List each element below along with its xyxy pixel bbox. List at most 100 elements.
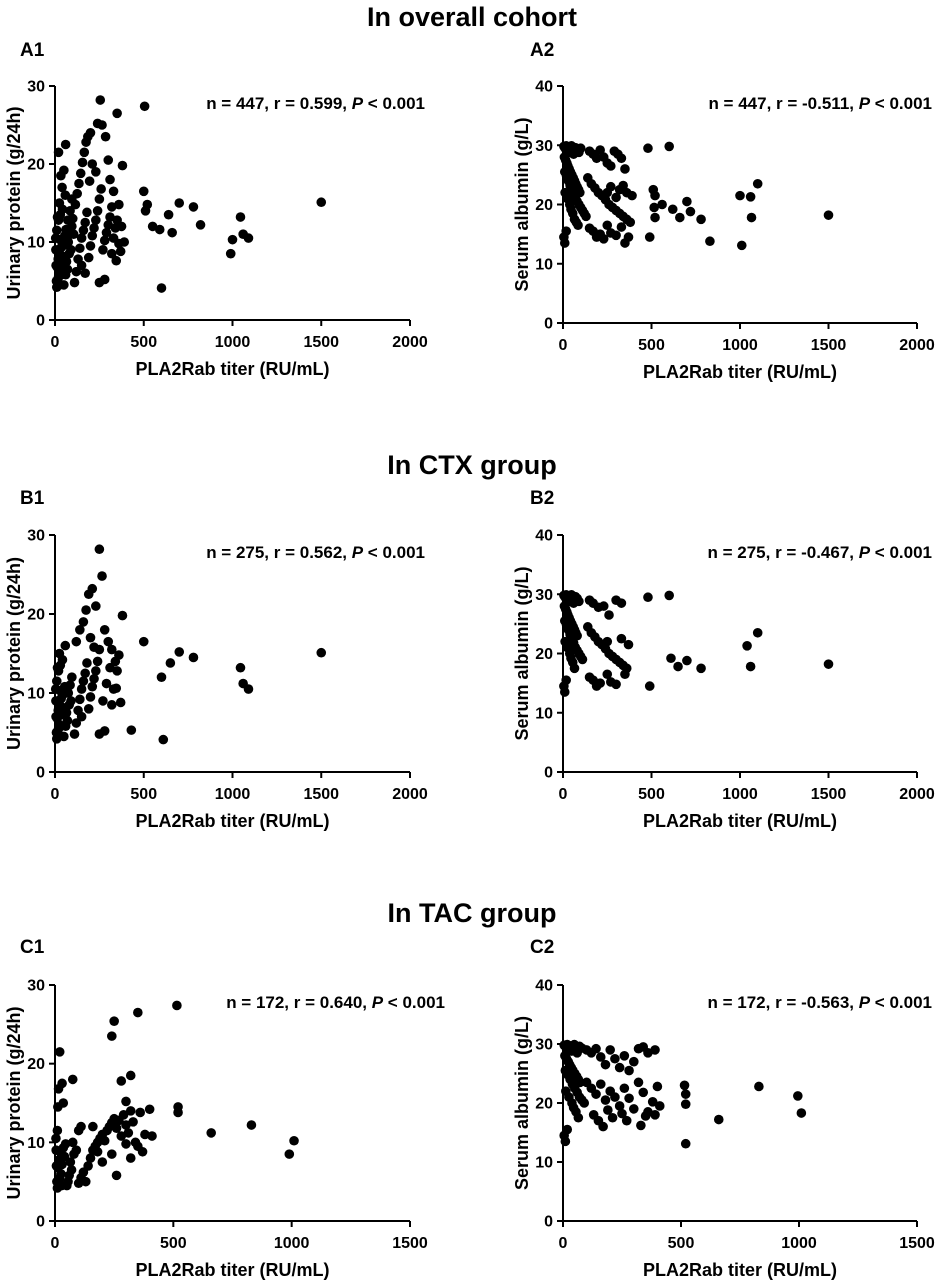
data-point-a1: [112, 108, 122, 119]
data-point-c2: [603, 1105, 613, 1115]
x-tick-label-b1: 2000: [392, 786, 428, 803]
data-point-b1: [235, 662, 246, 673]
data-point-a1: [107, 248, 117, 259]
data-point-a1: [75, 168, 86, 179]
data-point-c2: [605, 1045, 615, 1055]
data-point-c2: [793, 1091, 803, 1101]
x-tick-label-c2: 1000: [781, 1235, 817, 1252]
x-tick-label-a2: 1500: [811, 337, 847, 354]
data-point-b1: [117, 610, 128, 621]
y-tick-label-a1: 10: [27, 235, 45, 252]
data-point-a1: [174, 198, 185, 208]
y-tick-label-c2: 40: [535, 978, 553, 995]
data-point-c1: [97, 1157, 108, 1167]
data-point-c1: [62, 1180, 72, 1191]
data-point-a2: [559, 238, 570, 248]
data-point-c1: [54, 1047, 65, 1057]
data-point-c1: [284, 1149, 295, 1159]
data-point-a1: [66, 245, 76, 255]
y-tick-label-b2: 10: [535, 705, 553, 722]
x-tick-label-b2: 2000: [899, 786, 935, 803]
data-point-a1: [243, 233, 254, 243]
data-point-b2: [602, 636, 613, 647]
y-tick-label-c1: 20: [27, 1056, 45, 1073]
data-point-a2: [621, 187, 632, 198]
data-point-b1: [316, 647, 327, 658]
data-point-b1: [76, 711, 87, 722]
data-point-a1: [59, 165, 69, 176]
data-point-b1: [85, 632, 96, 643]
data-point-b1: [81, 605, 91, 615]
y-tick-label-a2: 30: [535, 138, 553, 155]
panel-label-c2: C2: [530, 937, 554, 958]
data-point-b1: [78, 617, 89, 627]
data-point-a2: [746, 212, 757, 223]
data-point-c2: [617, 1108, 627, 1119]
data-point-c2: [591, 1089, 601, 1099]
y-tick-label-c1: 0: [36, 1214, 45, 1231]
data-point-b1: [99, 726, 110, 736]
data-point-a2: [682, 196, 692, 207]
data-point-b1: [91, 601, 101, 611]
data-point-c1: [83, 1161, 93, 1171]
data-point-a1: [79, 147, 90, 158]
data-point-b1: [51, 711, 61, 722]
x-axis-label-a2: PLA2Rab titer (RU/mL): [643, 362, 837, 382]
data-point-a2: [623, 232, 634, 242]
data-point-a1: [62, 215, 73, 225]
data-point-a1: [85, 241, 96, 251]
data-point-a2: [591, 153, 602, 164]
data-point-a1: [95, 95, 106, 105]
data-point-a2: [616, 222, 627, 232]
panel-b2: B2 0 10 20 30 40 0 500 1000 1500 2000 PLA2Rab titer…: [512, 488, 935, 831]
data-point-c1: [92, 1146, 103, 1157]
data-point-a1: [51, 260, 61, 271]
data-point-b2: [673, 661, 683, 672]
data-point-a2: [657, 199, 667, 210]
data-point-a1: [52, 212, 63, 222]
data-point-c1: [125, 1070, 136, 1081]
data-point-a1: [60, 139, 71, 150]
data-point-a2: [573, 220, 583, 231]
data-point-b2: [569, 663, 580, 674]
data-point-b2: [823, 659, 834, 669]
data-point-c2: [650, 1110, 660, 1120]
data-point-b1: [174, 647, 185, 657]
data-point-c2: [595, 1079, 606, 1089]
y-axis-label-b1: Urinary protein (g/24h): [4, 557, 24, 750]
x-tick-label-b1: 500: [130, 786, 157, 803]
data-point-a1: [96, 184, 106, 194]
y-axis-label-c2: Serum albumin (g/L): [512, 1016, 532, 1190]
data-point-b1: [98, 696, 108, 706]
data-point-c2: [679, 1080, 690, 1091]
data-point-b2: [623, 639, 634, 650]
data-point-c1: [99, 1135, 110, 1146]
data-point-a1: [94, 194, 105, 204]
data-point-a1: [67, 194, 77, 204]
x-tick-label-a2: 500: [638, 337, 665, 354]
data-point-a2: [605, 161, 616, 171]
data-point-c1: [111, 1170, 122, 1181]
data-point-a1: [116, 221, 127, 232]
data-point-c2: [713, 1114, 724, 1125]
data-point-a1: [69, 277, 80, 288]
x-tick-label-b1: 0: [51, 786, 60, 803]
data-point-a1: [316, 197, 327, 208]
data-point-a1: [101, 227, 112, 238]
data-point-b1: [83, 704, 94, 714]
x-tick-label-c2: 0: [559, 1235, 568, 1252]
data-point-a1: [138, 186, 149, 197]
y-tick-label-b2: 30: [535, 587, 553, 604]
data-point-a2: [598, 234, 609, 244]
panel-label-a2: A2: [530, 40, 554, 61]
data-point-b1: [243, 684, 254, 694]
data-point-c1: [80, 1176, 91, 1187]
data-point-a2: [736, 240, 747, 251]
data-point-c1: [51, 1133, 61, 1144]
x-tick-label-c1: 500: [160, 1235, 187, 1252]
data-point-a2: [650, 190, 660, 201]
data-point-c2: [600, 1059, 611, 1070]
data-point-a1: [97, 120, 107, 130]
data-point-b1: [76, 684, 87, 694]
x-tick-label-a2: 0: [559, 337, 568, 354]
